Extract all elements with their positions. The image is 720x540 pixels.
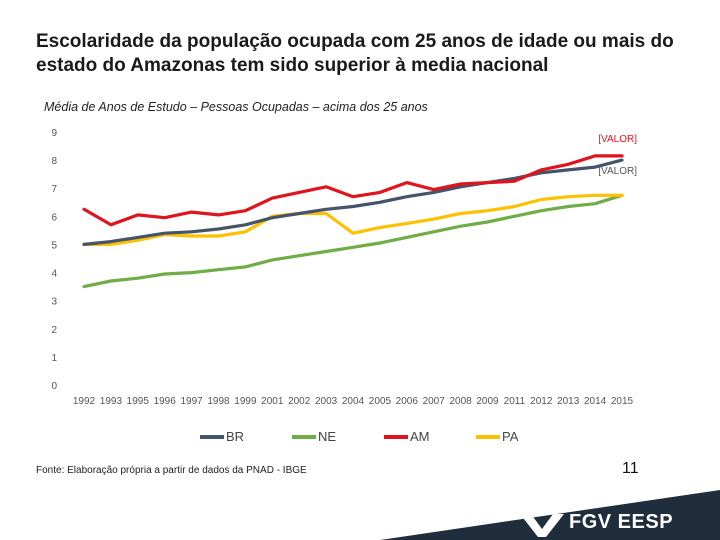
x-tick-label: 2006 (396, 396, 419, 407)
series-line-pa (82, 193, 624, 246)
y-tick-label: 4 (51, 269, 57, 280)
x-tick-label: 1999 (234, 396, 257, 407)
x-tick-label: 1997 (180, 396, 203, 407)
page-number: 11 (622, 460, 639, 477)
x-tick-label: 2009 (476, 396, 499, 407)
x-tick-label: 2001 (261, 396, 284, 407)
x-tick-label: 2004 (342, 396, 365, 407)
legend-swatch (200, 435, 224, 439)
y-tick-label: 2 (51, 325, 57, 336)
legend-swatch (476, 435, 500, 439)
x-tick-label: 2014 (584, 396, 607, 407)
y-tick-label: 5 (51, 240, 57, 251)
y-tick-label: 0 (51, 381, 57, 392)
y-tick-label: 3 (51, 297, 57, 308)
legend-label: BR (226, 429, 245, 444)
title-line-1: Escolaridade da população ocupada com 25… (36, 31, 674, 52)
legend-label: AM (410, 429, 430, 444)
x-tick-label: 1998 (207, 396, 230, 407)
y-tick-label: 1 (51, 353, 57, 364)
legend-label: NE (318, 429, 337, 444)
x-tick-label: 1995 (127, 396, 150, 407)
series-line-ne (82, 193, 624, 289)
x-tick-label: 2007 (423, 396, 446, 407)
line-chart: 0 1 2 3 4 5 6 7 8 9 1992 1993 1995 1996 1997 1998 1999 20… (51, 128, 637, 407)
x-tick-label: 1993 (100, 396, 123, 407)
x-tick-label: 2015 (611, 396, 634, 407)
slide-title: Escolaridade da população ocupada com 25… (36, 30, 686, 78)
x-tick-label: 2013 (557, 396, 580, 407)
legend-label: PA (502, 429, 519, 444)
chart-legend: BR NE AM PA (200, 429, 620, 445)
x-tick-label: 2003 (315, 396, 338, 407)
brand-name: FGV EESP (569, 511, 674, 533)
legend-swatch (384, 435, 408, 439)
x-tick-label: 2008 (449, 396, 472, 407)
x-tick-label: 2012 (530, 396, 553, 407)
x-tick-label: 1992 (73, 396, 96, 407)
x-tick-label: 2002 (288, 396, 311, 407)
title-line-2: estado do Amazonas tem sido superior à m… (36, 55, 549, 76)
y-tick-label: 6 (51, 212, 57, 223)
series-line-am (82, 154, 624, 227)
y-tick-label: 7 (51, 184, 57, 195)
x-tick-label: 2005 (369, 396, 392, 407)
y-tick-label: 8 (51, 156, 57, 167)
data-label-br: [VALOR] (598, 166, 637, 177)
x-tick-label: 1996 (154, 396, 177, 407)
y-tick-label: 9 (51, 128, 57, 139)
x-tick-label: 2011 (504, 396, 526, 407)
source-note: Fonte: Elaboração própria a partir de da… (36, 465, 307, 476)
data-label-am: [VALOR] (598, 134, 637, 145)
chart-subtitle: Média de Anos de Estudo – Pessoas Ocupad… (44, 100, 428, 114)
legend-swatch (292, 435, 316, 439)
